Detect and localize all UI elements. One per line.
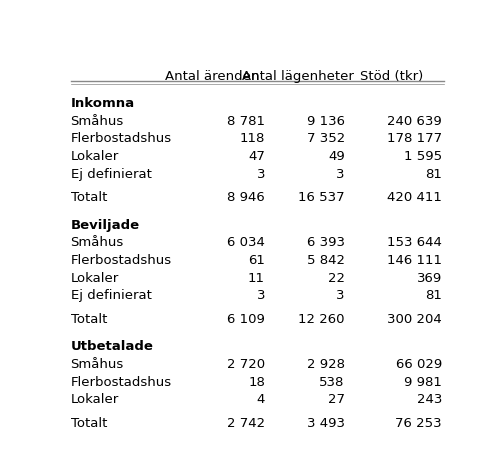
Text: 6 034: 6 034 xyxy=(227,236,265,249)
Text: Småhus: Småhus xyxy=(70,236,124,249)
Text: Totalt: Totalt xyxy=(70,416,107,429)
Text: 3 493: 3 493 xyxy=(306,416,344,429)
Text: 11: 11 xyxy=(247,271,265,284)
Text: 243: 243 xyxy=(416,392,441,406)
Text: 3: 3 xyxy=(336,288,344,302)
Text: Flerbostadshus: Flerbostadshus xyxy=(70,253,171,267)
Text: 9 136: 9 136 xyxy=(306,114,344,128)
Text: 240 639: 240 639 xyxy=(387,114,441,128)
Text: 27: 27 xyxy=(327,392,344,406)
Text: 76 253: 76 253 xyxy=(395,416,441,429)
Text: 2 742: 2 742 xyxy=(226,416,265,429)
Text: 61: 61 xyxy=(247,253,265,267)
Text: 6 109: 6 109 xyxy=(227,312,265,326)
Text: Inkomna: Inkomna xyxy=(70,97,134,110)
Text: 81: 81 xyxy=(424,167,441,180)
Text: Flerbostadshus: Flerbostadshus xyxy=(70,132,171,145)
Text: 8 946: 8 946 xyxy=(227,191,265,204)
Text: 420 411: 420 411 xyxy=(386,191,441,204)
Text: 6 393: 6 393 xyxy=(306,236,344,249)
Text: Lokaler: Lokaler xyxy=(70,392,119,406)
Text: Småhus: Småhus xyxy=(70,357,124,370)
Text: Totalt: Totalt xyxy=(70,191,107,204)
Text: 18: 18 xyxy=(247,375,265,388)
Text: 178 177: 178 177 xyxy=(386,132,441,145)
Text: Flerbostadshus: Flerbostadshus xyxy=(70,375,171,388)
Text: 118: 118 xyxy=(239,132,265,145)
Text: 22: 22 xyxy=(327,271,344,284)
Text: 47: 47 xyxy=(247,149,265,163)
Text: Småhus: Småhus xyxy=(70,114,124,128)
Text: 16 537: 16 537 xyxy=(298,191,344,204)
Text: Ej definierat: Ej definierat xyxy=(70,167,151,180)
Text: 7 352: 7 352 xyxy=(306,132,344,145)
Text: 538: 538 xyxy=(319,375,344,388)
Text: 153 644: 153 644 xyxy=(386,236,441,249)
Text: 81: 81 xyxy=(424,288,441,302)
Text: Lokaler: Lokaler xyxy=(70,149,119,163)
Text: 8 781: 8 781 xyxy=(226,114,265,128)
Text: Utbetalade: Utbetalade xyxy=(70,340,153,353)
Text: 2 928: 2 928 xyxy=(306,357,344,370)
Text: 12 260: 12 260 xyxy=(298,312,344,326)
Text: Beviljade: Beviljade xyxy=(70,218,139,231)
Text: Ej definierat: Ej definierat xyxy=(70,288,151,302)
Text: 369: 369 xyxy=(416,271,441,284)
Text: Lokaler: Lokaler xyxy=(70,271,119,284)
Text: Stöd (tkr): Stöd (tkr) xyxy=(359,70,422,83)
Text: Totalt: Totalt xyxy=(70,312,107,326)
Text: 2 720: 2 720 xyxy=(226,357,265,370)
Text: 49: 49 xyxy=(328,149,344,163)
Text: 3: 3 xyxy=(256,167,265,180)
Text: 9 981: 9 981 xyxy=(403,375,441,388)
Text: 146 111: 146 111 xyxy=(386,253,441,267)
Text: 4: 4 xyxy=(256,392,265,406)
Text: 300 204: 300 204 xyxy=(387,312,441,326)
Text: 5 842: 5 842 xyxy=(306,253,344,267)
Text: 3: 3 xyxy=(256,288,265,302)
Text: 66 029: 66 029 xyxy=(395,357,441,370)
Text: 1 595: 1 595 xyxy=(403,149,441,163)
Text: 3: 3 xyxy=(336,167,344,180)
Text: Antal lägenheter: Antal lägenheter xyxy=(241,70,353,83)
Text: Antal ärenden: Antal ärenden xyxy=(165,70,259,83)
